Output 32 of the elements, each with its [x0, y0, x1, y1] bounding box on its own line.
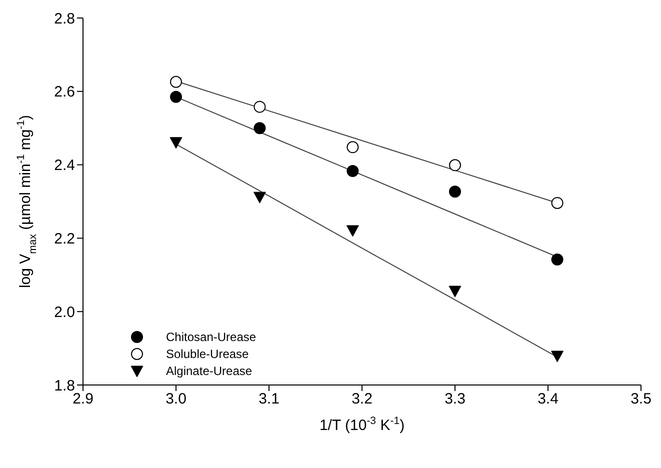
point	[449, 186, 461, 198]
point	[346, 225, 359, 237]
point	[346, 165, 359, 178]
x-tick-label: 3.2	[352, 390, 372, 408]
x-tick-label: 3.1	[258, 390, 280, 408]
point	[170, 137, 182, 149]
point	[170, 76, 182, 88]
point	[551, 196, 564, 209]
legend-label: Alginate-Urease	[166, 364, 252, 378]
point	[551, 253, 564, 266]
point	[170, 90, 182, 103]
legend-label: Soluble-Urease	[166, 346, 249, 360]
x-tick-label: 3.3	[444, 390, 466, 408]
point	[254, 122, 266, 134]
x-tick-label: 3.0	[166, 390, 186, 408]
point	[449, 159, 461, 172]
legend-label: Chitosan-Urease	[166, 330, 256, 344]
point	[253, 192, 266, 204]
point	[346, 141, 359, 154]
y-tick-label: 1.8	[54, 377, 75, 394]
y-tick-label: 2.6	[54, 84, 75, 101]
y-tick-label: 2.0	[54, 304, 75, 321]
point	[254, 100, 266, 113]
point	[551, 350, 564, 362]
x-axis-title: 1/T (10$^{-3}$ K$^{-1}$)	[319, 415, 405, 434]
y-tick-label: 2.2	[54, 230, 75, 248]
point	[448, 286, 462, 298]
y-tick-label: 2.4	[54, 157, 75, 174]
x-tick-label: 2.9	[72, 390, 94, 408]
x-tick-label: 3.4	[538, 390, 558, 408]
x-tick-label: 3.5	[630, 390, 652, 408]
y-tick-label: 2.8	[54, 10, 75, 28]
